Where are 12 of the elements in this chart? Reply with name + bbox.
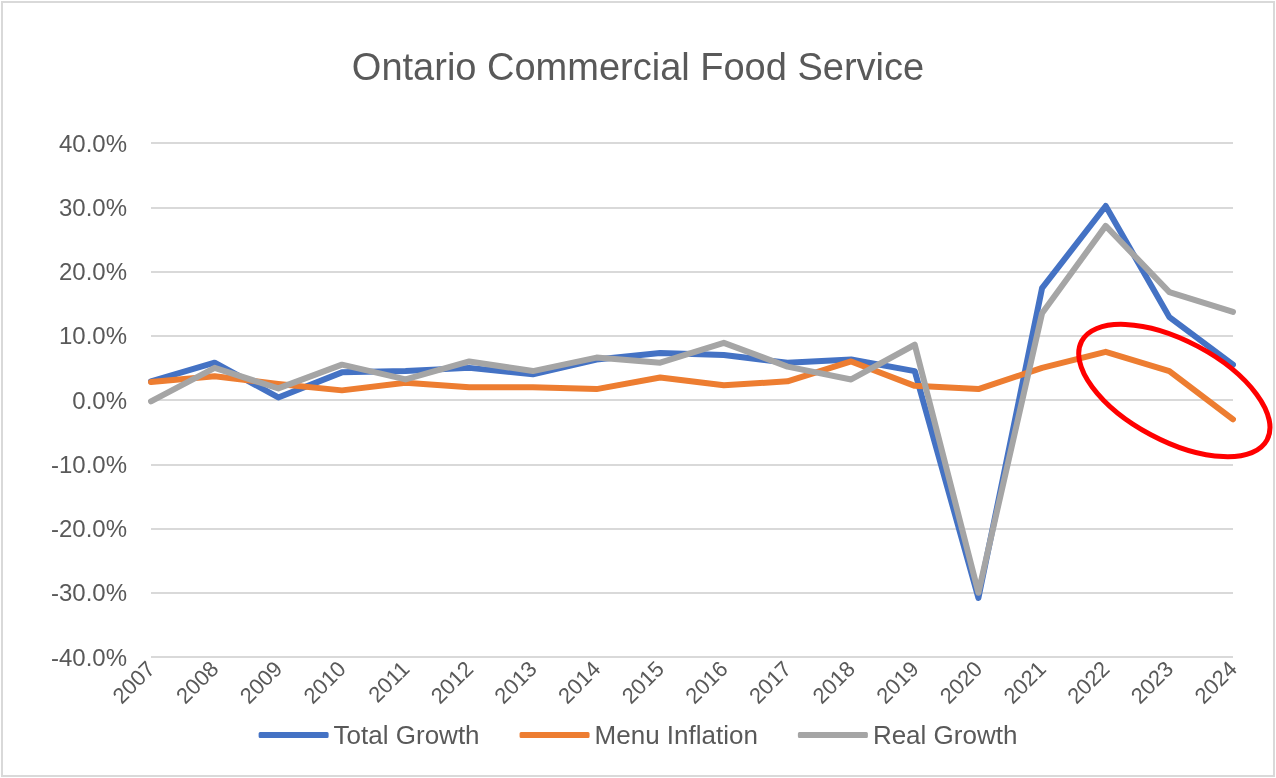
legend-label: Menu Inflation (594, 720, 758, 750)
y-tick-label: 40.0% (58, 129, 127, 157)
y-tick-label: -10.0% (50, 450, 127, 478)
y-tick-label: -30.0% (50, 579, 127, 607)
y-tick-label: 30.0% (58, 193, 127, 221)
y-tick-label: 20.0% (58, 258, 127, 285)
legend-label: Real Growth (872, 720, 1018, 750)
y-tick-label: -20.0% (50, 515, 127, 542)
chart-title: Ontario Commercial Food Service (351, 46, 925, 88)
legend-label: Total Growth (333, 720, 480, 750)
y-tick-label: 0.0% (72, 386, 127, 414)
y-tick-label: 10.0% (58, 322, 127, 350)
